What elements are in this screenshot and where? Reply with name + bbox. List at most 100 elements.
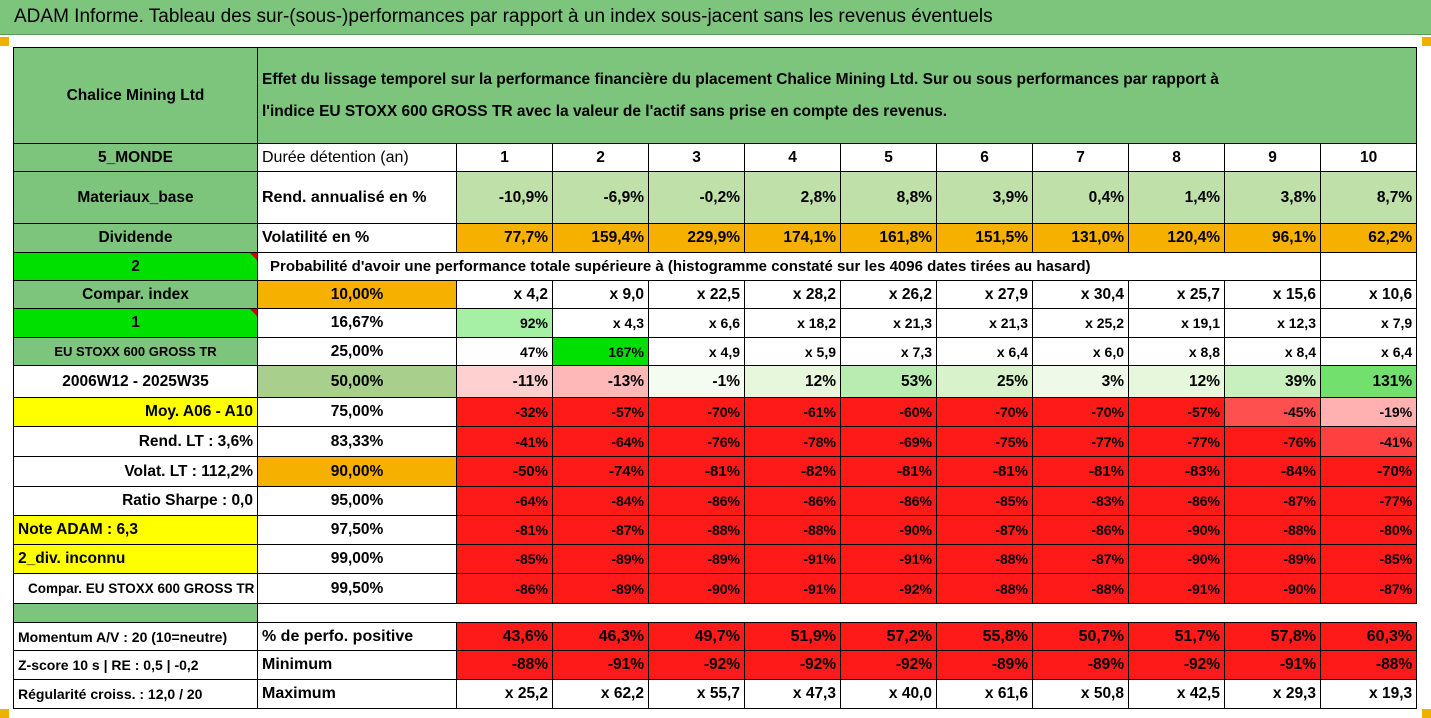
quantile-value: -85% bbox=[1319, 544, 1418, 574]
minimum-label: Minimum bbox=[257, 650, 457, 680]
percentile-value: 99,00% bbox=[257, 544, 457, 574]
maximum-value: x 19,3 bbox=[1319, 679, 1418, 709]
year-header: 9 bbox=[1224, 143, 1321, 172]
header-description: Effet du lissage temporel sur la perform… bbox=[256, 47, 1418, 144]
quantile-value: -89% bbox=[552, 544, 649, 574]
perfo-value: 55,8% bbox=[936, 622, 1033, 651]
side-label: Compar. EU STOXX 600 GROSS TR bbox=[13, 573, 258, 604]
performance-table: Chalice Mining Ltd Effet du lissage tempo… bbox=[13, 47, 1418, 709]
year-header: 4 bbox=[744, 143, 841, 172]
volat-value: 77,7% bbox=[456, 223, 553, 253]
side-label: Ratio Sharpe : 0,0 bbox=[13, 486, 258, 516]
rend-value: -10,9% bbox=[456, 171, 553, 224]
quantile-value: -83% bbox=[1032, 486, 1129, 516]
year-header: 5 bbox=[840, 143, 937, 172]
quantile-value: 167% bbox=[552, 337, 649, 366]
quantile-value: -74% bbox=[552, 456, 649, 487]
volat-value: 96,1% bbox=[1224, 223, 1321, 253]
quantile-value: 47% bbox=[456, 337, 553, 366]
years-row: 5_MONDE Durée détention (an) 1 2 3 4 5 6 7 8 9 10 bbox=[13, 143, 1418, 172]
report-title-bar: ADAM Informe. Tableau des sur-(sous-)per… bbox=[0, 0, 1431, 35]
spacer-cell bbox=[13, 603, 258, 623]
maximum-value: x 62,2 bbox=[552, 679, 649, 709]
quantile-value: -76% bbox=[648, 426, 745, 457]
quantile-value: -90% bbox=[1128, 515, 1225, 545]
quantile-value: 39% bbox=[1224, 365, 1321, 398]
quantile-value: 131% bbox=[1319, 365, 1418, 398]
side-label: EU STOXX 600 GROSS TR bbox=[13, 337, 258, 366]
region-label: 5_MONDE bbox=[13, 143, 258, 172]
quantile-value: x 6,4 bbox=[936, 337, 1033, 366]
quantile-row: Moy. A06 - A10 75,00% -32% -57% -70% -61% -60%… bbox=[13, 397, 1418, 427]
perfo-value: 57,2% bbox=[840, 622, 937, 651]
percentile-value: 83,33% bbox=[257, 426, 457, 457]
corner-marker bbox=[1422, 709, 1431, 718]
quantile-value: -86% bbox=[840, 486, 937, 516]
quantile-value: 12% bbox=[1128, 365, 1225, 398]
quantile-value: -81% bbox=[648, 456, 745, 487]
quantile-value: -86% bbox=[456, 573, 553, 604]
quantile-row: Compar. EU STOXX 600 GROSS TR 99,50% -86% -… bbox=[13, 573, 1418, 604]
minimum-value: -92% bbox=[1128, 650, 1225, 680]
volat-value: 174,1% bbox=[744, 223, 841, 253]
maximum-value: x 55,7 bbox=[648, 679, 745, 709]
percentile-value: 95,00% bbox=[257, 486, 457, 516]
quantile-value: -87% bbox=[552, 515, 649, 545]
quantile-value: -86% bbox=[1032, 515, 1129, 545]
quantile-value: -86% bbox=[744, 486, 841, 516]
quantile-value: -85% bbox=[456, 544, 553, 574]
corner-marker bbox=[0, 709, 9, 718]
quantile-value: x 6,4 bbox=[1319, 337, 1418, 366]
volat-value: 151,5% bbox=[936, 223, 1033, 253]
quantile-value: x 21,3 bbox=[936, 308, 1033, 338]
proba-label: Probabilité d'avoir une performance tota… bbox=[257, 252, 1321, 281]
volat-value: 159,4% bbox=[552, 223, 649, 253]
quantile-value: -81% bbox=[1032, 456, 1129, 487]
quantile-value: x 4,9 bbox=[648, 337, 745, 366]
quantile-value: -19% bbox=[1319, 397, 1418, 427]
company-name: Chalice Mining Ltd bbox=[13, 47, 258, 144]
quantile-value: x 21,3 bbox=[840, 308, 937, 338]
quantile-value: x 6,0 bbox=[1032, 337, 1129, 366]
quantile-value: -41% bbox=[456, 426, 553, 457]
quantile-value: -87% bbox=[936, 515, 1033, 545]
quantile-value: -88% bbox=[648, 515, 745, 545]
quantile-value: -90% bbox=[1128, 544, 1225, 574]
year-header: 6 bbox=[936, 143, 1033, 172]
quantile-value: -78% bbox=[744, 426, 841, 457]
quantile-value: x 25,7 bbox=[1128, 280, 1225, 309]
quantile-value: x 4,2 bbox=[456, 280, 553, 309]
minimum-value: -89% bbox=[1032, 650, 1129, 680]
quantile-value: -77% bbox=[1319, 486, 1418, 516]
quantile-value: -90% bbox=[648, 573, 745, 604]
maximum-value: x 25,2 bbox=[456, 679, 553, 709]
quantile-value: -88% bbox=[1032, 573, 1129, 604]
perfo-row: Momentum A/V : 20 (10=neutre)% de perfo.… bbox=[13, 622, 1418, 651]
description-line: Effet du lissage temporel sur la perform… bbox=[262, 70, 1219, 88]
percentile-value: 50,00% bbox=[257, 365, 457, 398]
perfo-value: 49,7% bbox=[648, 622, 745, 651]
quantile-value: -32% bbox=[456, 397, 553, 427]
rend-value: 3,9% bbox=[936, 171, 1033, 224]
quantile-value: -89% bbox=[648, 544, 745, 574]
value-2-label: 2 bbox=[13, 252, 258, 281]
volat-value: 161,8% bbox=[840, 223, 937, 253]
quantile-value: -1% bbox=[648, 365, 745, 398]
percentile-value: 97,50% bbox=[257, 515, 457, 545]
quantile-value: -91% bbox=[744, 544, 841, 574]
quantile-value: x 25,2 bbox=[1032, 308, 1129, 338]
quantile-row: Volat. LT : 112,2% 90,00% -50% -74% -81% -82%… bbox=[13, 456, 1418, 487]
percentile-value: 75,00% bbox=[257, 397, 457, 427]
minimum-value: -92% bbox=[744, 650, 841, 680]
quantile-value: -69% bbox=[840, 426, 937, 457]
minimum-value: -91% bbox=[1224, 650, 1321, 680]
quantile-value: x 30,4 bbox=[1032, 280, 1129, 309]
perfo-value: 51,9% bbox=[744, 622, 841, 651]
quantile-value: -45% bbox=[1224, 397, 1321, 427]
quantile-value: x 27,9 bbox=[936, 280, 1033, 309]
quantile-row: Rend. LT : 3,6% 83,33% -41% -64% -76% -78% -69… bbox=[13, 426, 1418, 457]
quantile-row: Compar. index 10,00% x 4,2 x 9,0 x 22,5 x 28,… bbox=[13, 280, 1418, 309]
quantile-value: -88% bbox=[936, 544, 1033, 574]
volat-value: 229,9% bbox=[648, 223, 745, 253]
maximum-value: x 40,0 bbox=[840, 679, 937, 709]
